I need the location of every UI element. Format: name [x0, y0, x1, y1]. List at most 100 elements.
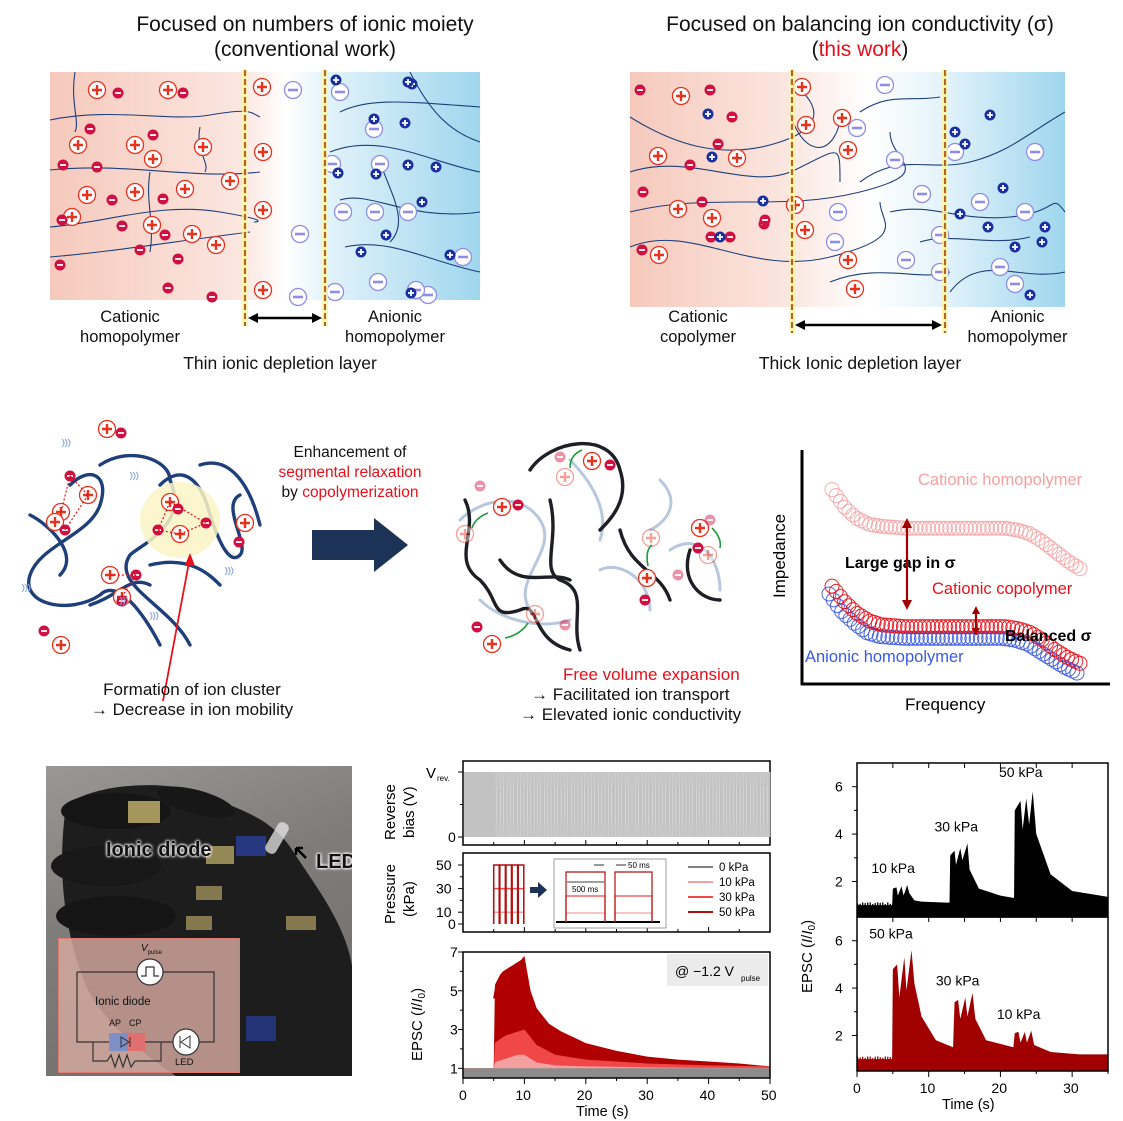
noise-tick [907, 1057, 908, 1060]
noise-tick [967, 902, 968, 905]
noise-tick [937, 1057, 938, 1060]
impedance-chart: ImpedanceFrequencyCationic homopolymerCa… [760, 440, 1123, 730]
noise-tick [1005, 1057, 1006, 1060]
copolymerization-highlight: copolymerization [302, 484, 418, 501]
legend-label: 30 kPa [719, 892, 755, 904]
ionic-diode-label: Ionic diode [106, 839, 212, 862]
noise-tick [917, 1058, 918, 1061]
anion-icon [1007, 276, 1024, 293]
noise-tick [1035, 1057, 1036, 1060]
epsc-series-0-kpa [463, 1068, 770, 1078]
x-tick-label: 20 [991, 1080, 1007, 1096]
noise-tick [875, 1057, 876, 1060]
noise-tick [1043, 1058, 1044, 1061]
noise-tick [1060, 904, 1061, 907]
noise-tick [870, 902, 871, 905]
legend-label: 10 kPa [719, 877, 755, 889]
noise-tick [905, 1058, 906, 1061]
anion-icon [830, 204, 847, 221]
y-axis-label: EPSC (I/I0) [799, 920, 818, 993]
hop-arrow [647, 545, 652, 566]
x-tick-label: 30 [1063, 1080, 1079, 1096]
anion-icon [1017, 204, 1034, 221]
noise-tick [1060, 1058, 1061, 1061]
data-point [968, 521, 982, 535]
y-tick-label: 10 [436, 904, 452, 920]
free-volume-diagram [420, 420, 740, 660]
noise-tick [892, 1057, 893, 1060]
data-point [909, 521, 923, 535]
cation-icon [160, 82, 177, 99]
counter-cation-icon [983, 222, 994, 233]
noise-tick [872, 904, 873, 907]
label-line: homopolymer [960, 327, 1075, 347]
anion-icon [455, 249, 472, 266]
noise-tick [960, 1057, 961, 1060]
anion-icon [513, 500, 524, 511]
noise-tick [880, 1057, 881, 1060]
noise-tick [1088, 1057, 1089, 1060]
noise-tick [867, 902, 868, 905]
led-icon [173, 1029, 199, 1055]
anion-icon [370, 274, 387, 291]
cation-icon [704, 210, 721, 227]
x-tick-label: 10 [920, 1080, 936, 1096]
anion-icon [116, 428, 127, 439]
data-point [943, 521, 957, 535]
noise-tick [975, 1058, 976, 1061]
noise-tick [1078, 903, 1079, 906]
noise-tick [1098, 1058, 1099, 1061]
vibration-mark [231, 567, 233, 575]
inset-500ms-label: 500 ms [572, 885, 598, 894]
counter-cation-icon [960, 139, 971, 150]
noise-tick [1073, 903, 1074, 906]
noise-tick [1033, 903, 1034, 906]
noise-tick [957, 904, 958, 907]
data-point [842, 504, 856, 518]
anion-icon [972, 194, 989, 211]
title-line-1: Focused on balancing ion conductivity (σ… [620, 12, 1100, 37]
noise-tick [1065, 903, 1066, 906]
noise-tick [975, 904, 976, 907]
x-tick-label: 20 [577, 1087, 593, 1103]
anion-icon [117, 221, 128, 232]
anion-icon [827, 234, 844, 251]
arrowhead-left [248, 313, 258, 323]
junction-background [50, 72, 480, 300]
noise-tick [1095, 903, 1096, 906]
led-label: LED [316, 851, 352, 874]
counter-cation-icon [707, 152, 718, 163]
cation-icon [208, 237, 225, 254]
annotation-30kpa: 30 kPa [936, 973, 980, 989]
inset-50ms-label: 50 ms [628, 861, 650, 870]
x-tick-label: 30 [638, 1087, 654, 1103]
anion-icon [693, 543, 704, 554]
noise-tick [897, 1057, 898, 1060]
y-tick-label: 4 [835, 980, 843, 996]
vibration-mark [130, 472, 132, 480]
noise-tick [1050, 904, 1051, 907]
y-tick-label: 7 [450, 944, 458, 960]
cation-icon [650, 148, 667, 165]
x-tick-label: 0 [459, 1087, 467, 1103]
vibration-mark [25, 584, 27, 592]
noise-tick [983, 903, 984, 906]
anion-icon [335, 204, 352, 221]
counter-cation-icon [406, 288, 417, 299]
noise-tick [1018, 903, 1019, 906]
inset-ionic-diode-label: Ionic diode [95, 996, 151, 1008]
anion-icon [400, 204, 417, 221]
panel-conventional-title: Focused on numbers of ionic moiety (conv… [60, 12, 550, 62]
counter-cation-icon [758, 196, 769, 207]
vpulse-label: Vpulse [141, 943, 162, 956]
noise-tick [1025, 904, 1026, 907]
sub: pulse [148, 950, 162, 956]
cation-icon [643, 530, 660, 547]
ap-label: AP [109, 1018, 121, 1028]
data-point [993, 521, 1007, 535]
noise-tick [877, 902, 878, 905]
cation-icon [79, 187, 96, 204]
y-axis-label: Pressure [382, 864, 399, 924]
noise-tick [1065, 1058, 1066, 1061]
anion-icon [113, 88, 124, 99]
